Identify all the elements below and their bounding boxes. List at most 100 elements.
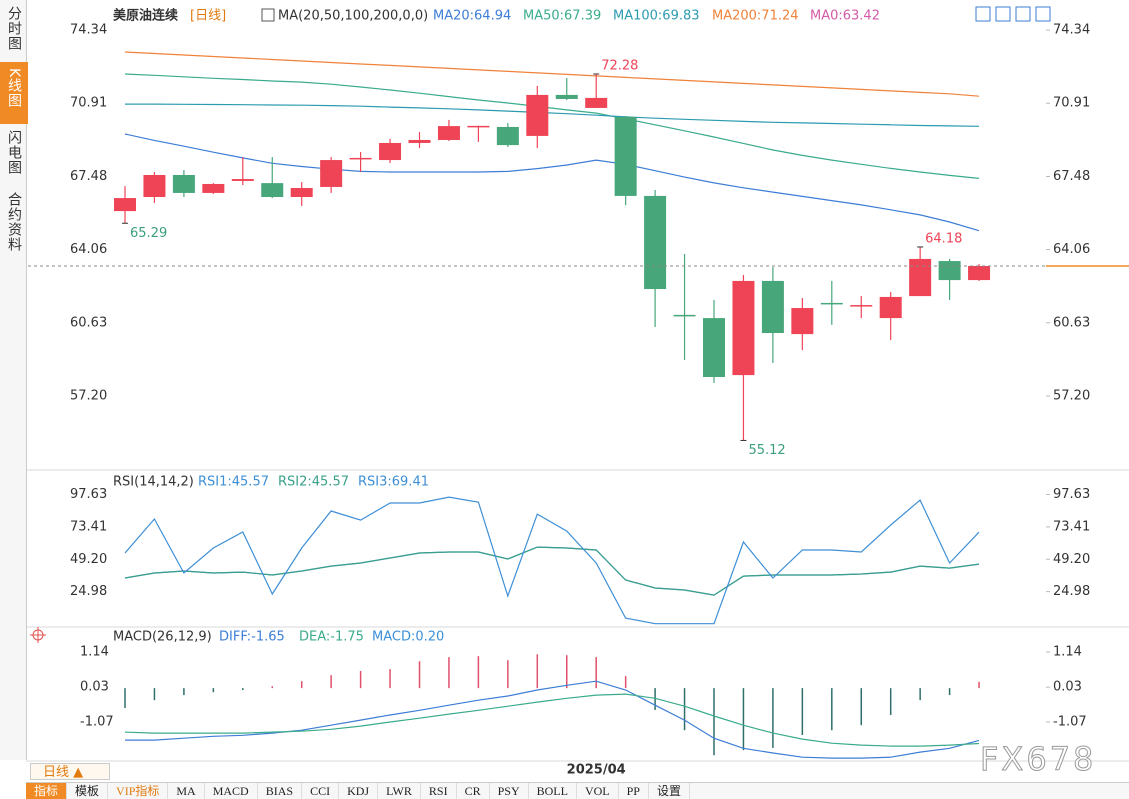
legend-entry: MA200:71.24 [712,9,799,24]
y-tick-label: 67.48 [1053,169,1090,184]
settings-icon[interactable] [261,8,275,22]
indicator-title: MACD(26,12,9) [113,630,212,645]
candle-body [820,302,843,305]
candle-body [261,183,284,197]
candle-body [761,280,784,334]
legend-entry: MA50:67.39 [523,9,601,24]
candle-body [673,314,696,317]
indicator-tab[interactable]: PP [619,783,649,799]
y-tick-label: 74.34 [1053,22,1090,37]
candle-body [555,94,578,99]
y-tick-label: -1.07 [80,715,114,730]
y-tick-label: 24.98 [1053,584,1090,599]
indicator-line [125,103,980,127]
indicator-tab[interactable]: BOLL [529,783,577,799]
y-tick-label: 49.20 [70,552,107,567]
watermark: FX678 [979,740,1097,779]
indicator-tab[interactable]: 指标 [26,783,68,799]
candle-body [526,94,549,136]
y-tick-label: 74.34 [70,22,107,37]
y-tick-label: 70.91 [1053,96,1090,111]
indicator-line [124,73,980,179]
indicator-tab[interactable]: 设置 [649,783,690,799]
candle-body [437,126,460,140]
period-label: [日线] [190,9,226,24]
indicator-tab[interactable]: VIP指标 [108,783,169,799]
y-tick-label: 1.14 [80,645,109,660]
extreme-label: 72.28 [601,58,638,73]
y-tick-label: 57.20 [1053,389,1090,404]
extreme-label: 65.29 [130,226,167,241]
side-tab[interactable]: 分时图 [6,6,22,51]
extreme-label: 64.18 [925,231,962,246]
legend-entry: DEA:-1.75 [299,630,364,645]
legend-entry: DIFF:-1.65 [219,630,285,645]
period-button[interactable]: 日线 ▲ [30,763,110,780]
y-tick-label: 67.48 [70,169,107,184]
indicator-tab[interactable]: 模板 [67,783,109,799]
y-tick-label: 0.03 [80,680,109,695]
candle-body [496,126,519,146]
candle-body [968,265,991,281]
side-tab[interactable]: K线图 [0,62,28,124]
candle-body [114,198,136,212]
legend-entry: MA0:63.42 [810,9,880,24]
indicator-tab[interactable]: VOL [577,783,619,799]
legend-entry: RSI3:69.41 [358,475,429,490]
extreme-label: 55.12 [748,443,785,458]
indicator-tab[interactable]: MACD [205,783,258,799]
candle-body [202,183,225,193]
indicator-tab[interactable]: BIAS [258,783,303,799]
y-tick-label: 60.63 [1053,315,1090,330]
y-tick-label: 97.63 [1053,487,1090,502]
indicator-tab[interactable]: PSY [490,783,529,799]
candle-body [879,296,902,319]
indicator-tab[interactable]: MA [168,783,205,799]
y-tick-label: 73.41 [1053,519,1090,534]
candle-body [614,116,637,196]
y-tick-label: -1.07 [1053,715,1087,730]
y-tick-label: 70.91 [70,96,107,111]
y-tick-label: 1.14 [1053,645,1082,660]
candle-body [644,195,667,290]
y-tick-label: 60.63 [70,315,107,330]
candle-body [349,157,372,160]
candle-body [585,97,608,108]
side-tab[interactable]: 闪电图 [6,130,22,175]
indicator-title: RSI(14,14,2) [113,475,194,490]
y-tick-label: 97.63 [70,487,107,502]
candle-body [732,280,755,376]
indicator-title: MA(20,50,100,200,0,0) [278,9,428,24]
candle-body [290,188,313,197]
indicator-line [124,51,980,97]
tool-icons[interactable] [975,6,1051,22]
y-tick-label: 24.98 [70,584,107,599]
side-tab[interactable]: 合约资料 [6,192,22,252]
y-tick-label: 64.06 [1053,242,1090,257]
candle-body [320,160,343,187]
legend-entry: RSI2:45.57 [278,475,349,490]
indicator-line [124,546,980,596]
indicator-tab[interactable]: CCI [302,783,340,799]
indicator-tab[interactable]: RSI [421,783,457,799]
candle-body [172,175,195,193]
candle-body [379,142,402,161]
indicator-tab[interactable]: KDJ [339,783,379,799]
sidebar: 分时图 K线图 闪电图 合约资料 [0,0,28,760]
candle-body [703,318,725,378]
symbol-name: 美原油连续 [113,8,178,24]
legend-entry: MA100:69.83 [613,9,700,24]
legend-entry: MA20:64.94 [433,9,511,24]
candle-body [938,261,961,281]
candle-body [408,139,431,143]
y-tick-label: 64.06 [70,242,107,257]
indicator-line [124,133,980,232]
indicator-tab[interactable]: CR [457,783,490,799]
legend-entry: RSI1:45.57 [198,475,269,490]
y-tick-label: 73.41 [70,519,107,534]
indicator-line [124,693,980,747]
candle-body [909,258,932,297]
crosshair-icon[interactable] [30,627,46,643]
indicator-tab[interactable]: LWR [378,783,421,799]
indicator-line [124,496,980,625]
